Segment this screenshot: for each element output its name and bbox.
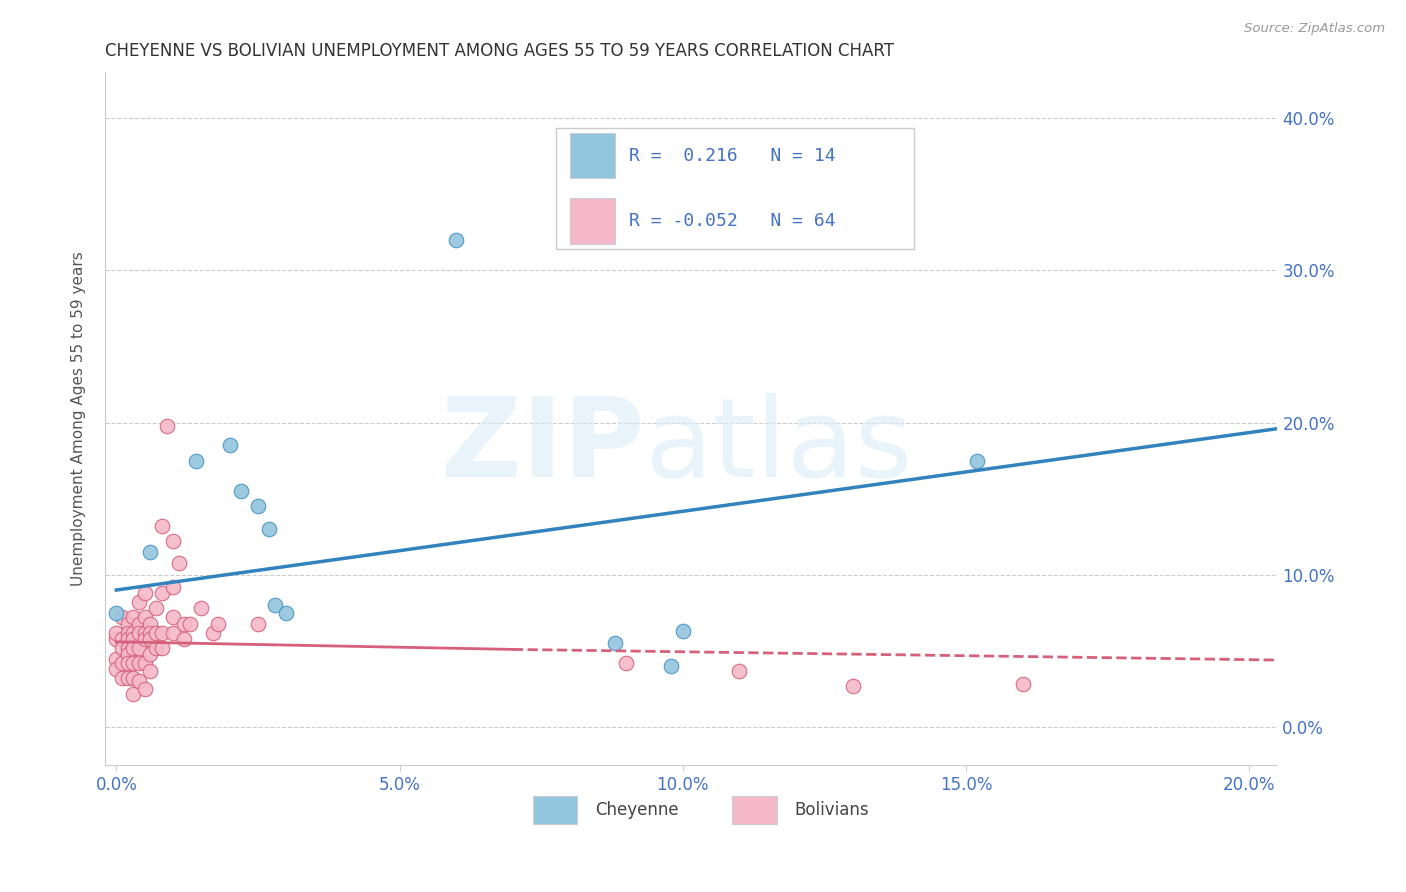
Bar bbox=[571, 199, 614, 244]
Point bbox=[117, 616, 139, 631]
Point bbox=[134, 681, 156, 696]
Point bbox=[145, 601, 167, 615]
Point bbox=[661, 659, 683, 673]
Point bbox=[134, 632, 156, 646]
Point bbox=[179, 616, 201, 631]
Point bbox=[122, 687, 145, 701]
Point bbox=[128, 595, 150, 609]
Point bbox=[111, 610, 134, 624]
Point bbox=[264, 599, 287, 613]
Point bbox=[190, 601, 212, 615]
Point bbox=[276, 606, 298, 620]
Point bbox=[105, 632, 128, 646]
Point bbox=[150, 519, 173, 533]
Y-axis label: Unemployment Among Ages 55 to 59 years: Unemployment Among Ages 55 to 59 years bbox=[72, 252, 86, 586]
Point bbox=[122, 610, 145, 624]
Point bbox=[134, 625, 156, 640]
Point bbox=[139, 616, 162, 631]
Point bbox=[111, 671, 134, 685]
Point bbox=[134, 656, 156, 670]
Point bbox=[603, 636, 626, 650]
Point bbox=[117, 647, 139, 661]
Point bbox=[145, 625, 167, 640]
Text: Cheyenne: Cheyenne bbox=[595, 801, 679, 819]
Point bbox=[672, 624, 695, 639]
Point bbox=[105, 625, 128, 640]
Point bbox=[128, 640, 150, 655]
Point bbox=[122, 656, 145, 670]
Point bbox=[105, 662, 128, 676]
Point bbox=[162, 534, 184, 549]
Point bbox=[122, 671, 145, 685]
Point bbox=[139, 647, 162, 661]
Point bbox=[128, 616, 150, 631]
Point bbox=[117, 625, 139, 640]
Point bbox=[128, 625, 150, 640]
Point bbox=[105, 651, 128, 665]
Bar bbox=[533, 797, 578, 824]
Point bbox=[134, 586, 156, 600]
Text: ZIP: ZIP bbox=[441, 393, 644, 500]
Point bbox=[117, 656, 139, 670]
Point bbox=[111, 632, 134, 646]
Point bbox=[134, 610, 156, 624]
Point bbox=[444, 233, 467, 247]
Point bbox=[139, 545, 162, 559]
Point bbox=[184, 453, 207, 467]
Point bbox=[167, 556, 190, 570]
Point bbox=[122, 640, 145, 655]
Point bbox=[841, 679, 863, 693]
Text: Bolivians: Bolivians bbox=[794, 801, 869, 819]
Point bbox=[162, 580, 184, 594]
Point bbox=[128, 674, 150, 689]
Point bbox=[150, 640, 173, 655]
Point bbox=[128, 656, 150, 670]
Point bbox=[162, 625, 184, 640]
Point bbox=[229, 484, 252, 499]
Point bbox=[1011, 677, 1033, 691]
Point bbox=[117, 671, 139, 685]
Point bbox=[207, 616, 229, 631]
Point bbox=[728, 664, 751, 678]
Point bbox=[246, 616, 269, 631]
Text: R =  0.216   N = 14: R = 0.216 N = 14 bbox=[628, 147, 835, 165]
Point bbox=[173, 616, 195, 631]
Point bbox=[173, 632, 195, 646]
Point bbox=[111, 656, 134, 670]
Point bbox=[156, 418, 179, 433]
Point bbox=[139, 625, 162, 640]
Point bbox=[139, 664, 162, 678]
Point bbox=[139, 632, 162, 646]
Point bbox=[257, 522, 280, 536]
Point bbox=[614, 656, 637, 670]
Point bbox=[117, 640, 139, 655]
Point bbox=[122, 625, 145, 640]
Point bbox=[105, 606, 128, 620]
Point bbox=[117, 632, 139, 646]
Point bbox=[201, 625, 224, 640]
Text: Source: ZipAtlas.com: Source: ZipAtlas.com bbox=[1244, 22, 1385, 36]
Bar bbox=[571, 134, 614, 178]
Point bbox=[111, 640, 134, 655]
Text: atlas: atlas bbox=[644, 393, 912, 500]
Point bbox=[150, 625, 173, 640]
Text: CHEYENNE VS BOLIVIAN UNEMPLOYMENT AMONG AGES 55 TO 59 YEARS CORRELATION CHART: CHEYENNE VS BOLIVIAN UNEMPLOYMENT AMONG … bbox=[105, 42, 894, 60]
Point bbox=[218, 438, 240, 452]
Point bbox=[122, 632, 145, 646]
Point bbox=[966, 453, 988, 467]
Point bbox=[150, 586, 173, 600]
Text: R = -0.052   N = 64: R = -0.052 N = 64 bbox=[628, 212, 835, 230]
Point bbox=[162, 610, 184, 624]
Bar bbox=[733, 797, 776, 824]
FancyBboxPatch shape bbox=[557, 128, 914, 249]
Point bbox=[145, 640, 167, 655]
Point bbox=[246, 500, 269, 514]
